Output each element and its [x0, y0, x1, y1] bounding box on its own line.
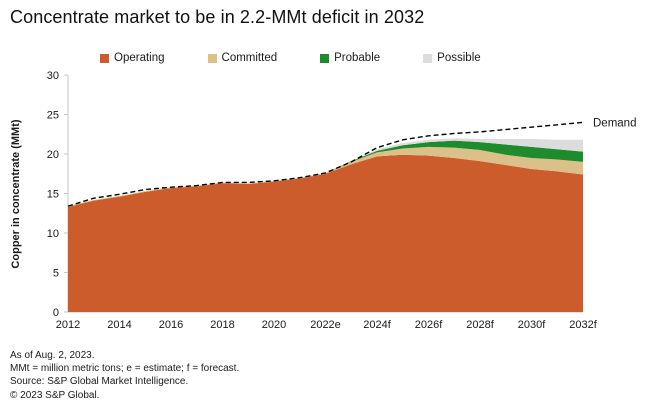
legend-swatch-committed [207, 53, 217, 63]
x-tick-label: 2014 [107, 319, 131, 331]
legend-swatch-operating [100, 53, 109, 63]
footnote-asof: As of Aug. 2, 2023. [10, 350, 95, 361]
x-tick-label: 2018 [210, 319, 234, 331]
y-tick-label: 0 [53, 307, 59, 319]
demand-label: Demand [593, 117, 636, 129]
chart-title: Concentrate market to be in 2.2-MMt defi… [10, 7, 425, 27]
legend: Operating Committed Probable Possible [100, 52, 481, 64]
legend-swatch-possible [423, 53, 433, 63]
legend-item-committed: Committed [207, 52, 278, 64]
legend-label-possible: Possible [437, 52, 481, 64]
area-possible [68, 138, 583, 207]
y-tick-label: 30 [47, 70, 59, 82]
area-probable [68, 140, 583, 207]
x-tick-label: 2022e [310, 319, 341, 331]
footnote-copyright: © 2023 S&P Global. [10, 389, 100, 401]
legend-label-committed: Committed [221, 52, 278, 64]
y-tick-label: 10 [47, 228, 59, 240]
footnote-source: Source: S&P Global Market Intelligence. [10, 376, 189, 388]
y-tick-label: 5 [53, 268, 59, 280]
x-tick-label: 2024f [363, 319, 391, 331]
x-tick-label: 2012 [56, 319, 80, 331]
y-tick-label: 25 [47, 110, 59, 122]
area-operating [68, 154, 583, 312]
x-tick-label: 2028f [466, 319, 494, 331]
legend-item-operating: Operating [100, 52, 165, 64]
legend-item-possible: Possible [423, 52, 481, 64]
legend-label-operating: Operating [114, 52, 165, 64]
legend-swatch-probable [320, 53, 330, 63]
x-tick-label: 2026f [415, 319, 443, 331]
legend-label-probable: Probable [334, 52, 381, 64]
x-tick-label: 2020 [262, 319, 286, 331]
demand-line [67, 121, 584, 207]
footnote-abbrev: MMt = million metric tons; e = estimate;… [10, 363, 240, 375]
x-tick-label: 2016 [159, 319, 183, 331]
y-tick-label: 15 [47, 189, 59, 201]
x-tick-label: 2032f [569, 319, 597, 331]
legend-item-probable: Probable [320, 52, 380, 64]
x-tick-label: 2030f [518, 319, 546, 331]
y-tick-label: 20 [47, 149, 59, 161]
footnotes: As of Aug. 2, 2023. MMt = million metric… [10, 349, 239, 402]
